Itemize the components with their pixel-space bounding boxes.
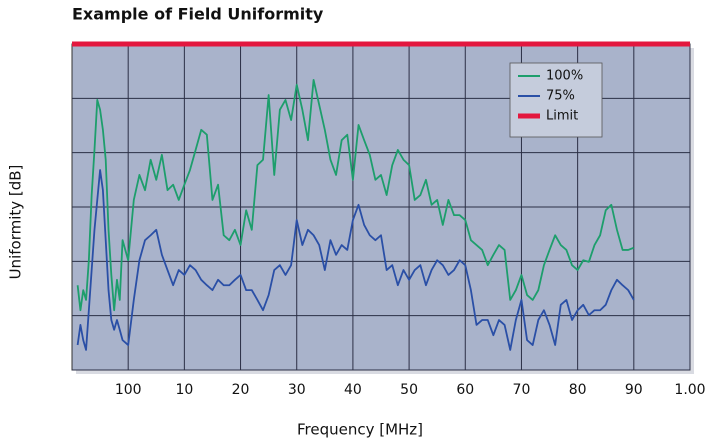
x-tick-label: 50 <box>400 382 418 398</box>
series-line <box>76 78 635 312</box>
x-tick-label: 90 <box>625 382 643 398</box>
y-axis-label: Uniformity [dB] <box>7 165 25 280</box>
legend-label: 100% <box>546 69 583 84</box>
x-tick-label: 80 <box>569 382 587 398</box>
x-axis-label: Frequency [MHz] <box>297 421 423 439</box>
series-line <box>76 169 635 351</box>
x-tick-label: 10 <box>175 382 193 398</box>
chart-title: Example of Field Uniformity <box>72 5 324 24</box>
x-tick-label: 20 <box>232 382 250 398</box>
x-tick-label: 1.00 <box>674 382 705 398</box>
legend-label: Limit <box>546 109 578 124</box>
legend-label: 75% <box>546 89 575 104</box>
x-tick-label: 40 <box>344 382 362 398</box>
x-tick-label: 60 <box>456 382 474 398</box>
x-tick-label: 30 <box>288 382 306 398</box>
x-tick-label: 70 <box>513 382 531 398</box>
x-tick-label: 100 <box>115 382 142 398</box>
